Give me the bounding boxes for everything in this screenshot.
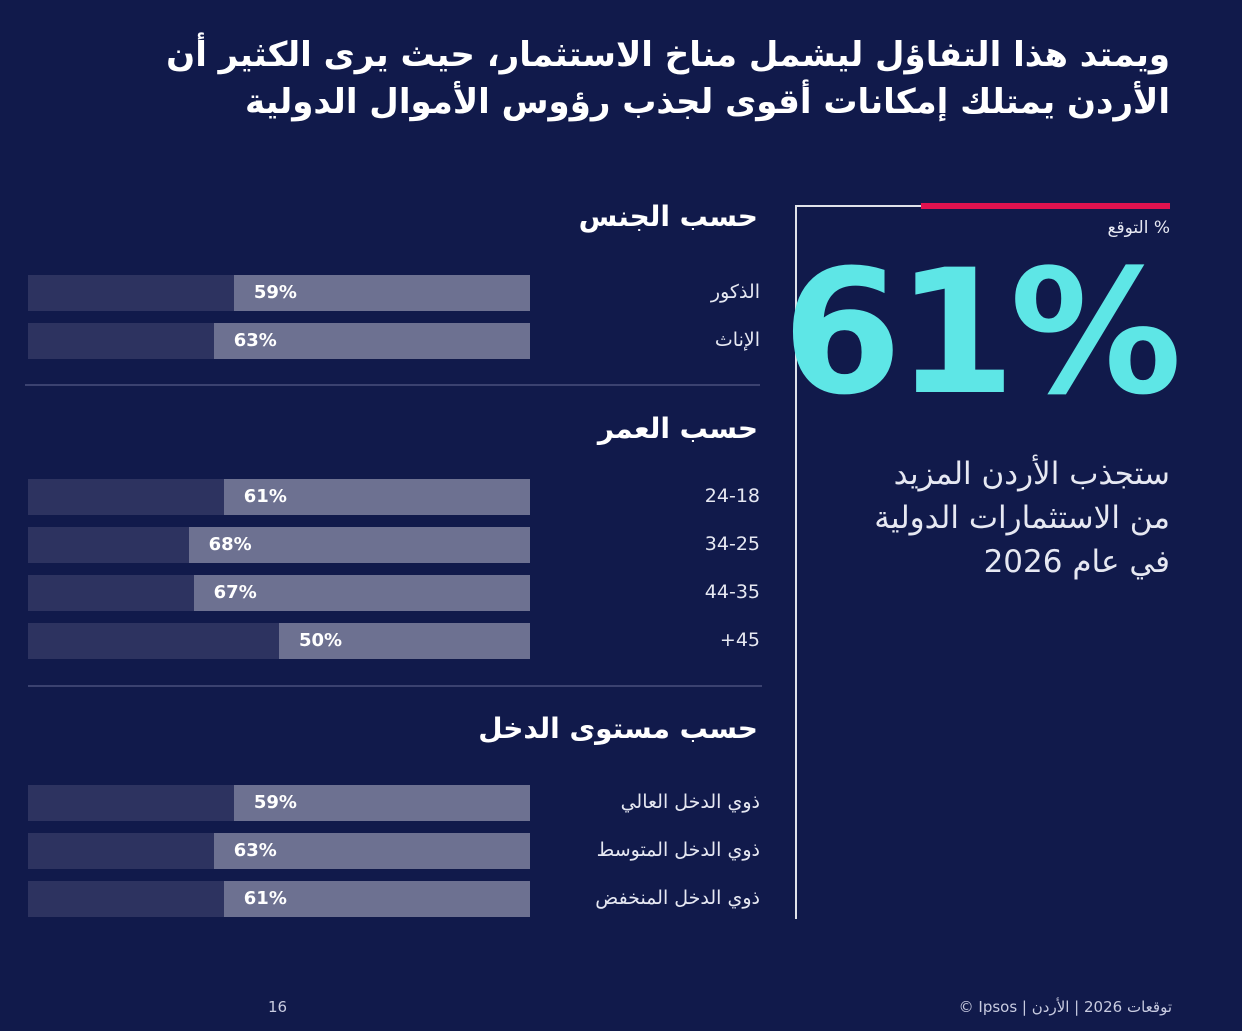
divider [25,384,760,386]
category-label: ذوي الدخل المنخفض [595,887,760,909]
data-label: 68% [208,534,252,555]
bar [279,623,530,659]
kpi-value: 61% [782,232,1182,433]
bar [223,881,530,917]
chart-title: حسب العمر [597,412,758,445]
bar [233,275,530,311]
page-number: 16 [268,998,288,1016]
data-label: 63% [233,840,277,861]
bar-track: 59% [28,275,530,311]
bar-track: 59% [28,785,530,821]
bar-row: 67% 44-35 [28,575,760,611]
category-label: 45+ [719,629,760,651]
bar-row: 59% الذكور [28,275,760,311]
bar-track: 63% [28,323,530,359]
bar [223,479,530,515]
data-label: 59% [253,282,297,303]
bar [188,527,530,563]
accent-bar [921,203,1170,209]
category-label: الإناث [714,329,760,351]
kpi-label: % التوقع [1107,218,1170,238]
bar-row: 63% الإناث [28,323,760,359]
category-label: ذوي الدخل العالي [620,791,760,813]
bar-row: 63% ذوي الدخل المتوسط [28,833,760,869]
category-label: ذوي الدخل المتوسط [596,839,760,861]
kpi-description: ستجذب الأردن المزيد من الاستثمارات الدول… [874,456,1170,580]
category-label: 44-35 [704,581,760,603]
frame-vertical-line [795,205,797,919]
footer-credit: © Ipsos | توقعات 2026 | الأردن [958,998,1172,1016]
bar-row: 61% 24-18 [28,479,760,515]
bar-row: 50% 45+ [28,623,760,659]
bar-row: 59% ذوي الدخل العالي [28,785,760,821]
category-label: 34-25 [704,533,760,555]
data-label: 61% [243,486,287,507]
chart-title: حسب الجنس [578,200,758,233]
chart-title: حسب مستوى الدخل [478,712,758,745]
data-label: 67% [213,582,257,603]
bar-track: 61% [28,479,530,515]
divider [28,685,762,687]
bar-track: 68% [28,527,530,563]
bar-row: 61% ذوي الدخل المنخفض [28,881,760,917]
frame-top-line [795,205,923,207]
bar [213,833,530,869]
bar-track: 67% [28,575,530,611]
data-label: 61% [243,888,287,909]
bar-row: 68% 34-25 [28,527,760,563]
data-label: 63% [233,330,277,351]
bar [193,575,530,611]
bar-track: 63% [28,833,530,869]
category-label: 24-18 [704,485,760,507]
bar [233,785,530,821]
bar-track: 50% [28,623,530,659]
data-label: 59% [253,792,297,813]
page-title: ويمتد هذا التفاؤل ليشمل مناخ الاستثمار، … [166,35,1170,122]
bar [213,323,530,359]
category-label: الذكور [710,281,760,303]
data-label: 50% [299,630,343,651]
bar-track: 61% [28,881,530,917]
